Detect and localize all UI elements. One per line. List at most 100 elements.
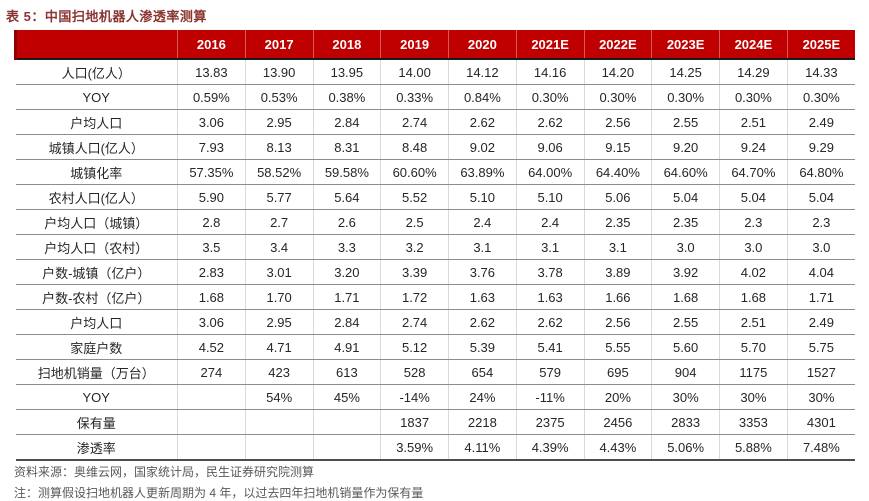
data-cell: 3.78	[515, 259, 584, 285]
data-cell: 3353	[719, 409, 788, 435]
data-cell: 1.71	[312, 284, 381, 310]
data-cell: 4.43%	[583, 434, 652, 461]
data-cell: 3.89	[583, 259, 652, 285]
data-cell: 3.5	[177, 234, 246, 260]
row-label: 户数-城镇（亿户）	[15, 259, 178, 285]
data-cell: 0.30%	[651, 84, 720, 110]
data-cell: 58.52%	[244, 159, 313, 185]
data-cell: 5.64	[312, 184, 381, 210]
data-cell: 30%	[651, 384, 720, 410]
data-cell: 14.12	[448, 59, 517, 85]
data-cell: 2.56	[583, 109, 652, 135]
data-cell: 4.02	[719, 259, 788, 285]
data-cell: 1.68	[651, 284, 720, 310]
data-cell: 5.90	[177, 184, 246, 210]
row-label: 渗透率	[15, 434, 178, 461]
data-cell: 423	[244, 359, 313, 385]
data-cell: 5.70	[719, 334, 788, 360]
assumption-note: 注：测算假设扫地机器人更新周期为 4 年，以过去四年扫地机销量作为保有量	[14, 486, 424, 500]
data-cell: 20%	[583, 384, 652, 410]
data-cell: 4.39%	[515, 434, 584, 461]
row-label: 城镇化率	[15, 159, 178, 185]
data-cell: 1.66	[583, 284, 652, 310]
data-cell: 45%	[312, 384, 381, 410]
data-cell: 7.93	[177, 134, 246, 160]
data-cell: 64.60%	[651, 159, 720, 185]
row-label: 保有量	[15, 409, 178, 435]
data-cell	[177, 434, 246, 461]
data-cell: 2.84	[312, 309, 381, 335]
table-row: 渗透率 3.59% 4.11% 4.39% 4.43% 5.06% 5.88% 7.48%	[15, 434, 855, 461]
data-cell: 2.62	[448, 109, 517, 135]
data-cell: 3.0	[786, 234, 855, 260]
row-label: YOY	[15, 84, 178, 110]
data-cell: 2.62	[515, 309, 584, 335]
table-row: 农村人口(亿人） 5.90 5.77 5.64 5.52 5.10 5.10 5.06 5.04…	[15, 184, 855, 210]
data-cell: 2.49	[786, 109, 855, 135]
data-cell: 5.88%	[719, 434, 788, 461]
table-row: 扫地机销量（万台） 274 423 613 528 654 579 695 904 1175 152…	[15, 359, 855, 385]
data-cell	[312, 409, 381, 435]
data-cell: 0.59%	[177, 84, 246, 110]
data-cell: 3.06	[177, 309, 246, 335]
data-cell: 4.04	[786, 259, 855, 285]
data-cell: 5.12	[380, 334, 449, 360]
table-row: 户数-城镇（亿户） 2.83 3.01 3.20 3.39 3.76 3.78 3.89 3.9…	[15, 259, 855, 285]
data-cell: 2.83	[177, 259, 246, 285]
data-cell	[312, 434, 381, 461]
row-label: 扫地机销量（万台）	[15, 359, 178, 385]
data-cell: 0.33%	[380, 84, 449, 110]
data-cell: 9.24	[719, 134, 788, 160]
data-cell: -14%	[380, 384, 449, 410]
data-cell: 5.60	[651, 334, 720, 360]
data-cell: 4.91	[312, 334, 381, 360]
data-cell: 7.48%	[786, 434, 855, 461]
data-cell: 0.30%	[583, 84, 652, 110]
data-cell: 654	[448, 359, 517, 385]
data-cell: 5.55	[583, 334, 652, 360]
table-header: 2016 2017 2018 2019 2020 2021E 2022E 2023E 2024E…	[14, 30, 855, 60]
data-cell: 2.56	[583, 309, 652, 335]
year-column-header: 2021E	[515, 30, 585, 60]
year-column-header: 2022E	[583, 30, 653, 60]
data-cell: 5.39	[448, 334, 517, 360]
data-cell: 30%	[719, 384, 788, 410]
data-cell: 3.01	[244, 259, 313, 285]
table-row: 城镇化率 57.35% 58.52% 59.58% 60.60% 63.89% 64.00%…	[15, 159, 855, 185]
year-column-header: 2018	[312, 30, 382, 60]
data-cell: 2.35	[583, 209, 652, 235]
data-cell: 59.58%	[312, 159, 381, 185]
data-cell: 24%	[448, 384, 517, 410]
data-cell	[244, 434, 313, 461]
data-cell	[244, 409, 313, 435]
data-cell: 695	[583, 359, 652, 385]
data-cell	[177, 409, 246, 435]
table-row: 户均人口（城镇） 2.8 2.7 2.6 2.5 2.4 2.4 2.35 2.35 2.3 2.3	[15, 209, 855, 235]
table-row: 家庭户数 4.52 4.71 4.91 5.12 5.39 5.41 5.55 5.60 5.70…	[15, 334, 855, 360]
data-cell: 5.10	[448, 184, 517, 210]
data-cell: 2.7	[244, 209, 313, 235]
data-cell	[177, 384, 246, 410]
data-cell: 0.30%	[515, 84, 584, 110]
year-column-header: 2023E	[651, 30, 720, 60]
row-label: 户数-农村（亿户）	[15, 284, 178, 310]
data-cell: 3.4	[244, 234, 313, 260]
table-row: 户均人口 3.06 2.95 2.84 2.74 2.62 2.62 2.56 2.55 2.51…	[15, 309, 855, 335]
data-cell: 63.89%	[448, 159, 517, 185]
data-cell: 0.38%	[312, 84, 381, 110]
year-column-header: 2024E	[719, 30, 788, 60]
data-cell: 0.30%	[719, 84, 788, 110]
data-cell: 2.4	[448, 209, 517, 235]
data-cell: 13.83	[177, 59, 246, 85]
data-cell: 1.63	[515, 284, 584, 310]
data-cell: 2.49	[786, 309, 855, 335]
data-cell: 2.51	[719, 109, 788, 135]
row-label: 人口(亿人）	[15, 59, 178, 85]
table-row: 人口(亿人） 13.83 13.90 13.95 14.00 14.12 14.16 14.2…	[15, 59, 855, 85]
data-cell: 2.84	[312, 109, 381, 135]
data-cell: 64.80%	[786, 159, 855, 185]
data-cell: 2.74	[380, 309, 449, 335]
data-cell: 3.0	[651, 234, 720, 260]
data-cell: 1175	[719, 359, 788, 385]
data-cell: 3.76	[448, 259, 517, 285]
